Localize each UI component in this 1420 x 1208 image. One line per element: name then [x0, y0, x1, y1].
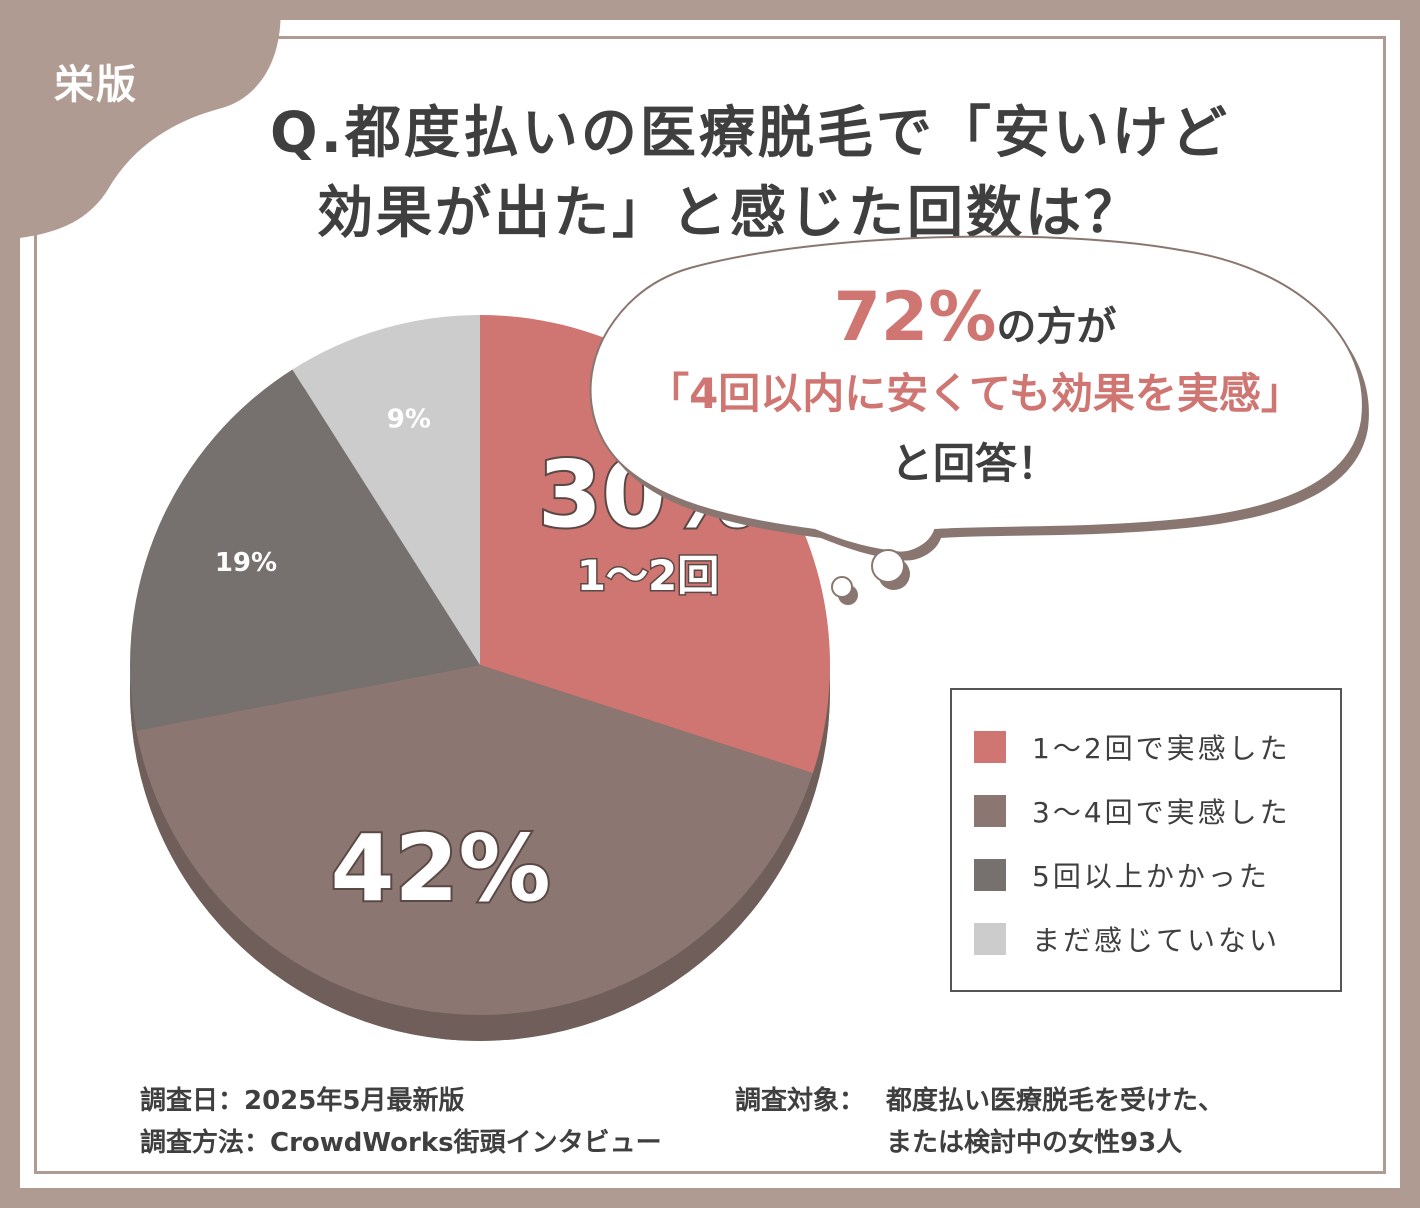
legend-label: 3～4回で実感した [1032, 796, 1291, 829]
legend-item: まだ感じていない [974, 922, 1281, 957]
bubble-line1-rest: の方が [996, 304, 1117, 350]
pie-slice [136, 665, 813, 1015]
legend-label: 5回以上かかった [1032, 860, 1270, 893]
bubble-dot-large [871, 549, 905, 583]
bubble-line3: と回答！ [890, 439, 1059, 488]
legend-item: 5回以上かかった [974, 858, 1270, 893]
footer-target-line1: 都度払い医療脱毛を受けた、 [886, 1086, 1225, 1116]
footer-method: 調査方法：CrowdWorks街頭インタビュー [140, 1128, 662, 1158]
legend-item: 3～4回で実感した [974, 794, 1291, 829]
legend-swatch [974, 923, 1006, 955]
bubble-dot-small [831, 576, 853, 598]
legend-swatch [974, 731, 1006, 763]
question-title-line2: 効果が出た」と感じた回数は？ [317, 181, 1143, 246]
inner-frame [34, 36, 1386, 1174]
legend-label: まだ感じていない [1032, 924, 1281, 957]
corner-tab [0, 0, 281, 240]
legend: 1～2回で実感した 3～4回で実感した 5回以上かかった まだ感じていない [950, 688, 1342, 992]
bubble-body [589, 235, 1364, 554]
bubble-line1: 72%の方が [590, 278, 1360, 357]
legend-item: 1～2回で実感した [974, 730, 1291, 765]
pie-slice [292, 315, 480, 665]
bubble-highlight: 72% [833, 278, 997, 357]
bubble-line2: 「4回以内に安くても効果を実感」 [647, 369, 1303, 418]
pie-slice [480, 315, 830, 774]
question-title-line1: Q.都度払いの医療脱毛で「安いけど [270, 101, 1230, 166]
pie-value-label: 9% [387, 405, 431, 435]
pie-value-label: 42% [330, 815, 550, 922]
pie-value-label: 19% [215, 548, 277, 578]
legend-label: 1～2回で実感した [1032, 732, 1291, 765]
pie-sub-label: 1～2回 [577, 551, 719, 600]
legend-swatch [974, 859, 1006, 891]
footer-target-line2: または検討中の女性93人 [886, 1128, 1183, 1158]
legend-swatch [974, 795, 1006, 827]
footer-target-label: 調査対象： [735, 1086, 866, 1116]
pie-slice [130, 369, 480, 731]
badge-label: 栄版 [54, 62, 138, 108]
footer-date: 調査日：2025年5月最新版 [140, 1086, 465, 1116]
